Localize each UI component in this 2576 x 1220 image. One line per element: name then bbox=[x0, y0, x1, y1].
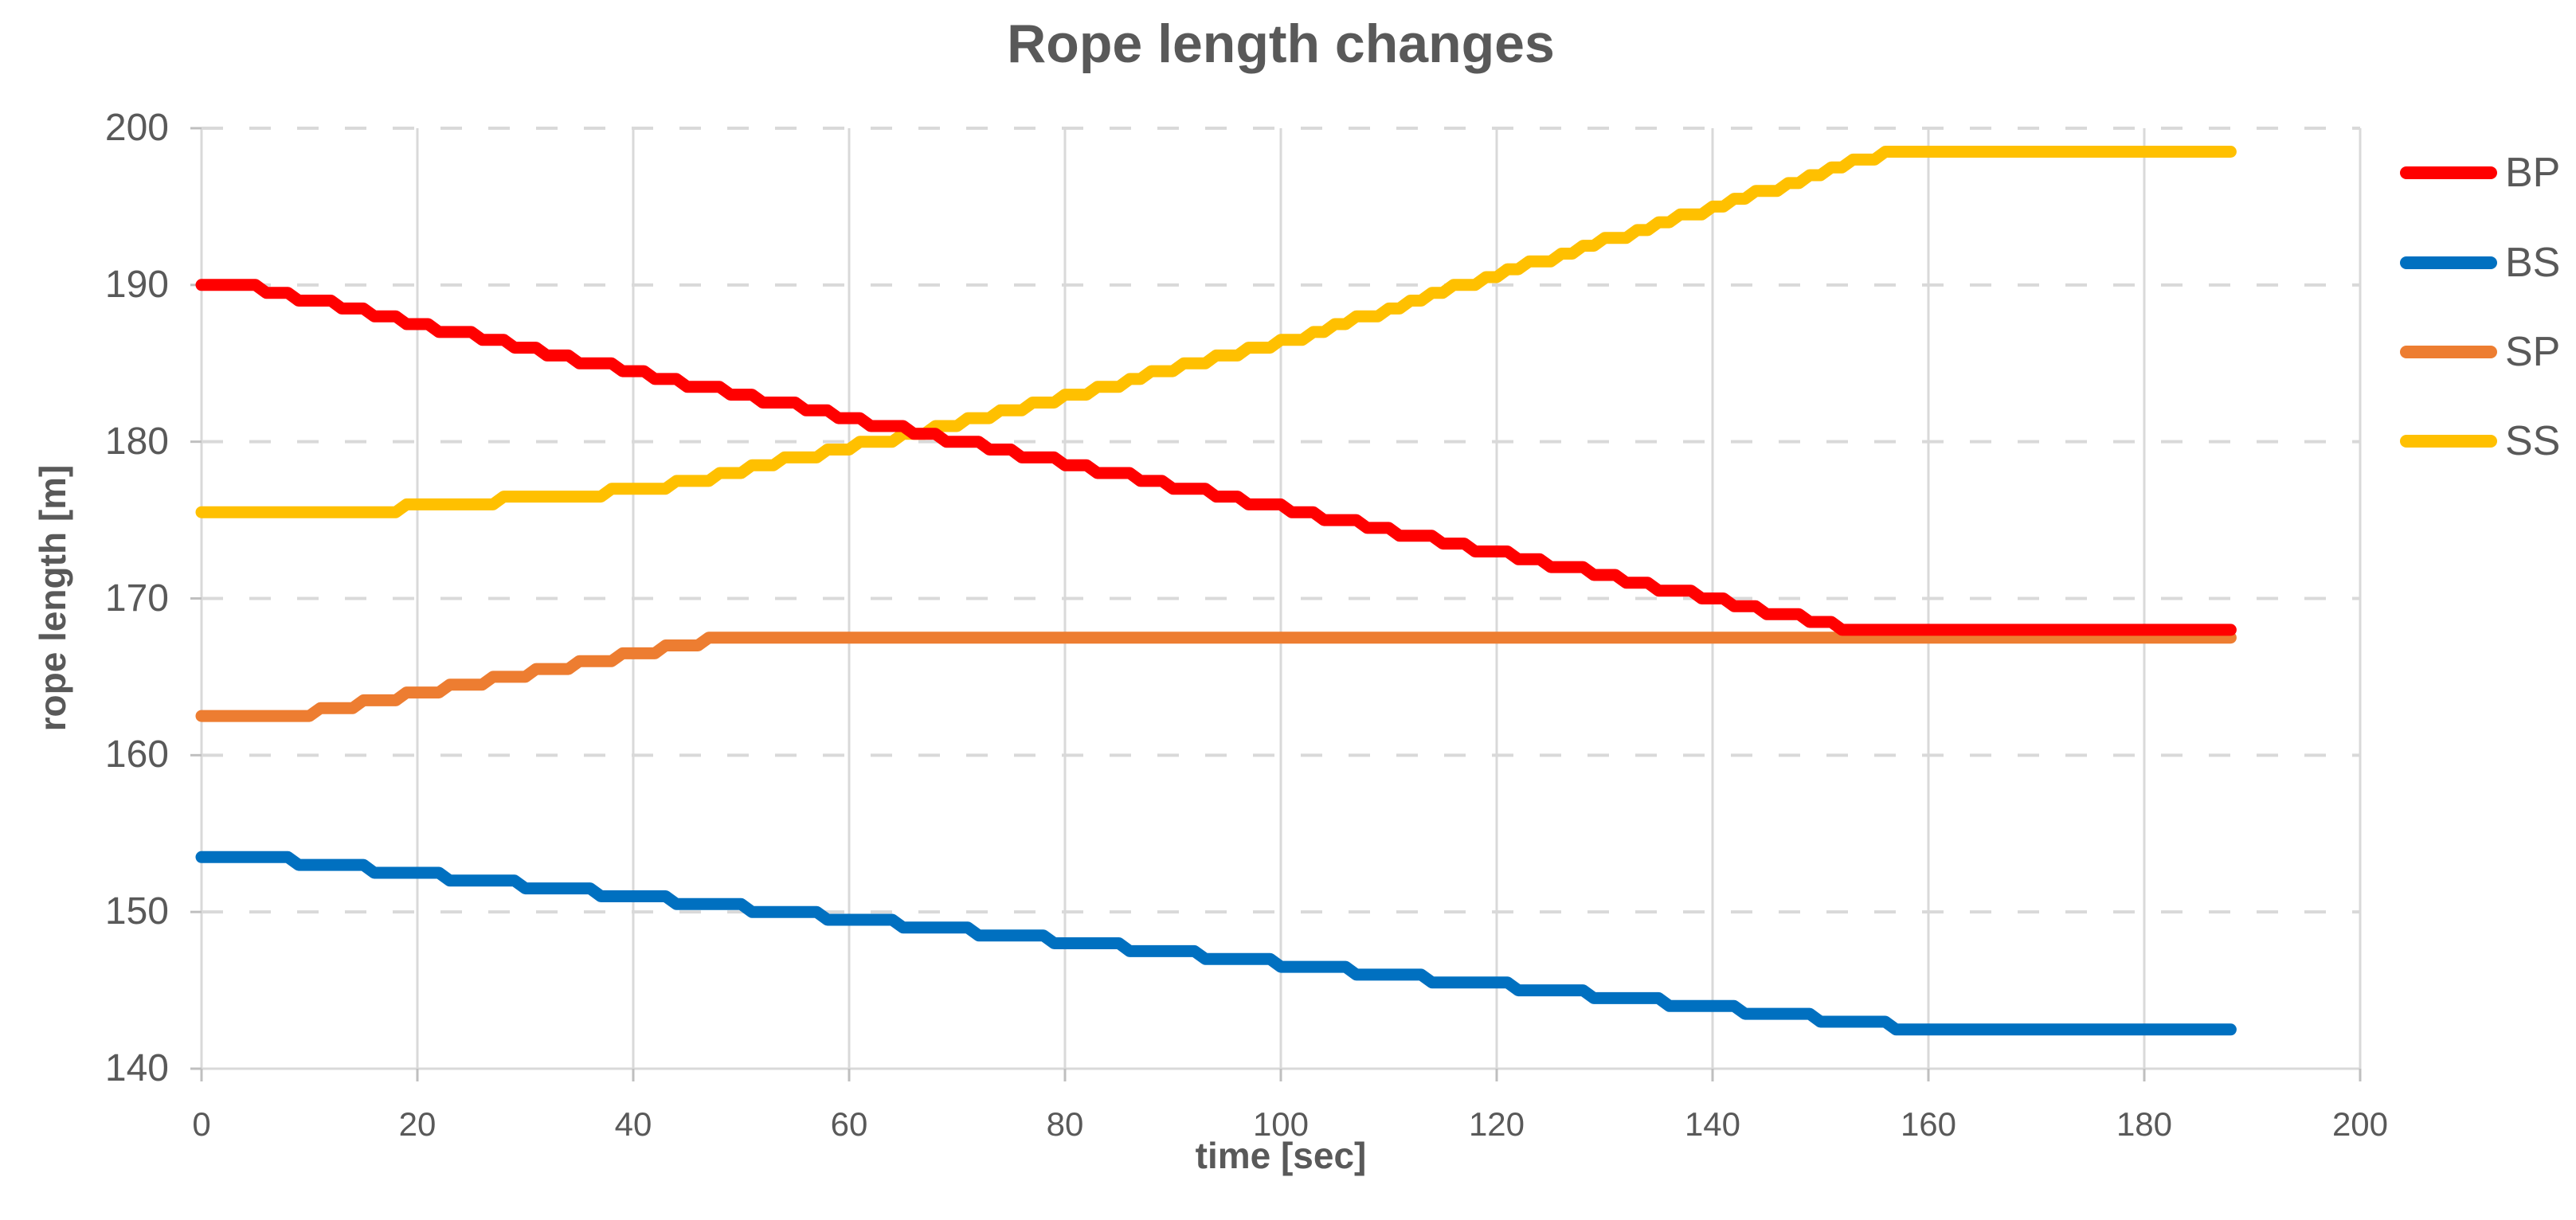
x-axis-tick-label: 80 bbox=[1046, 1105, 1084, 1143]
series-line-SS bbox=[195, 146, 2237, 518]
y-axis-tick-label: 150 bbox=[104, 890, 169, 933]
y-axis-tick-label: 200 bbox=[104, 107, 169, 149]
chart-title: Rope length changes bbox=[1007, 14, 1555, 74]
legend-line-marker-BP bbox=[2400, 166, 2497, 179]
x-axis-tick-label: 160 bbox=[1900, 1105, 1957, 1143]
legend-label-SS: SS bbox=[2505, 418, 2561, 464]
y-axis-tick-label: 180 bbox=[104, 420, 169, 463]
legend-line-marker-BS bbox=[2400, 256, 2497, 269]
legend-label-SP: SP bbox=[2505, 329, 2561, 375]
y-axis-tick-label: 160 bbox=[104, 733, 169, 776]
series-line-SP bbox=[195, 632, 2237, 722]
legend-line-marker-SP bbox=[2400, 346, 2497, 358]
x-axis-tick-label: 100 bbox=[1252, 1105, 1310, 1143]
legend-label-BP: BP bbox=[2505, 150, 2561, 196]
series-line-BP bbox=[195, 279, 2237, 636]
x-axis-tick-label: 0 bbox=[192, 1105, 211, 1143]
x-axis-tick-label: 20 bbox=[398, 1105, 437, 1143]
x-axis-tick-label: 180 bbox=[2116, 1105, 2173, 1143]
x-axis-tick-label: 60 bbox=[830, 1105, 868, 1143]
legend-line-marker-SS bbox=[2400, 435, 2497, 448]
y-axis-tick-label: 190 bbox=[104, 263, 169, 306]
series-line-BS bbox=[195, 850, 2237, 1036]
x-axis-tick-label: 40 bbox=[614, 1105, 652, 1143]
x-axis-title: time [sec] bbox=[1195, 1135, 1367, 1176]
x-axis-tick-label: 200 bbox=[2331, 1105, 2389, 1143]
x-axis-tick-label: 120 bbox=[1468, 1105, 1525, 1143]
y-axis-tick-label: 170 bbox=[104, 577, 169, 620]
x-axis-tick-label: 140 bbox=[1684, 1105, 1741, 1143]
legend-label-BS: BS bbox=[2505, 240, 2561, 286]
y-axis-tick-label: 140 bbox=[104, 1047, 169, 1089]
